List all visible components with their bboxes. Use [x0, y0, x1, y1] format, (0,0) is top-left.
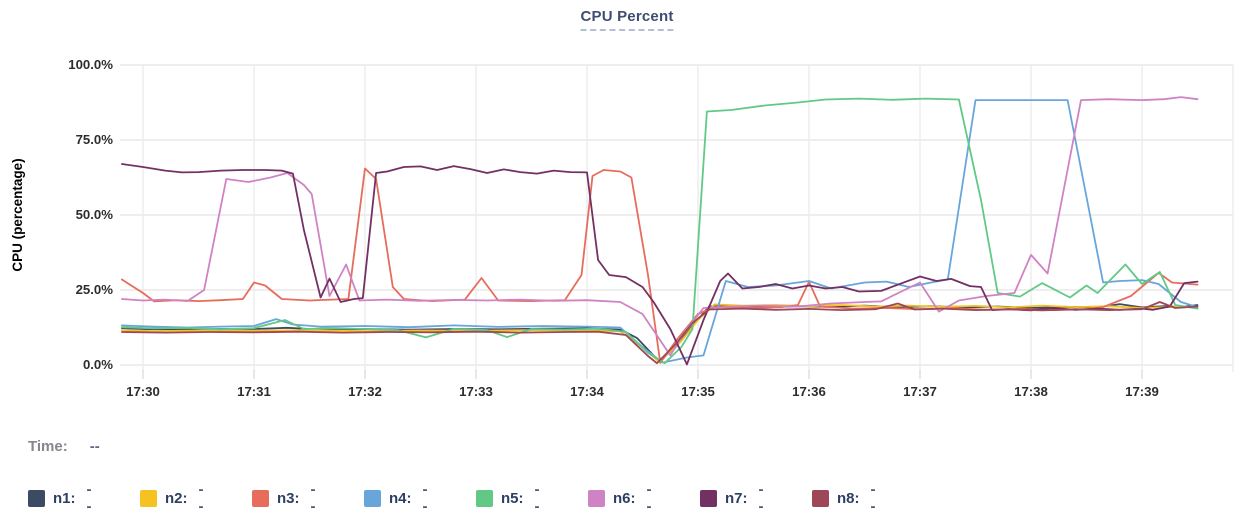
time-label: Time:: [28, 438, 68, 455]
n6-color-swatch-icon: [588, 489, 605, 507]
legend-label: n8:: [837, 489, 860, 507]
y-tick-label: 25.0%: [75, 282, 113, 297]
legend-value: --: [758, 481, 764, 515]
horizontal-gridlines: [120, 64, 1233, 366]
x-tick-label: 17:36: [792, 384, 826, 399]
legend-label: n3:: [277, 489, 300, 507]
legend-item-n8[interactable]: n8: --: [812, 481, 876, 515]
legend-value: --: [646, 481, 652, 515]
legend-label: n2:: [165, 489, 188, 507]
legend-value: --: [422, 481, 428, 515]
legend-label: n4:: [389, 489, 412, 507]
legend-item-n5[interactable]: n5: --: [476, 481, 540, 515]
legend-item-n2[interactable]: n2: --: [140, 481, 204, 515]
series-line-n7: [121, 163, 1199, 366]
series-line-n8: [121, 301, 1199, 365]
cpu-percent-chart: [120, 64, 1234, 379]
n3-color-swatch-icon: [252, 489, 269, 507]
series-line-n6: [121, 96, 1199, 357]
legend-value: --: [86, 481, 92, 515]
x-tick-label: 17:38: [1014, 384, 1048, 399]
x-tick-label: 17:39: [1125, 384, 1159, 399]
legend-value: --: [310, 481, 316, 515]
n7-color-swatch-icon: [700, 489, 717, 507]
legend-item-n6[interactable]: n6: --: [588, 481, 652, 515]
series-lines: [121, 96, 1199, 366]
legend-label: n7:: [725, 489, 748, 507]
legend-value: --: [198, 481, 204, 515]
y-tick-label: 0.0%: [82, 357, 113, 372]
x-axis-tick-marks: [142, 370, 1143, 379]
time-value: --: [89, 438, 100, 455]
n2-color-swatch-icon: [140, 489, 157, 507]
legend-item-n3[interactable]: n3: --: [252, 481, 316, 515]
series-line-n2: [121, 303, 1199, 363]
x-tick-label: 17:31: [237, 384, 271, 399]
n1-color-swatch-icon: [28, 489, 45, 507]
legend-item-n1[interactable]: n1: --: [28, 481, 92, 515]
n5-color-swatch-icon: [476, 489, 493, 507]
x-tick-label: 17:37: [903, 384, 937, 399]
legend-item-n4[interactable]: n4: --: [364, 481, 428, 515]
legend-value: --: [534, 481, 540, 515]
x-tick-label: 17:30: [126, 384, 160, 399]
series-line-n5: [121, 97, 1199, 365]
legend-label: n1:: [53, 489, 76, 507]
x-tick-label: 17:33: [459, 384, 493, 399]
time-readout: Time: --: [28, 438, 100, 455]
legend-label: n6:: [613, 489, 636, 507]
legend-value: --: [870, 481, 876, 515]
y-tick-label: 75.0%: [75, 132, 113, 147]
series-line-n3: [121, 167, 1199, 364]
legend-label: n5:: [501, 489, 524, 507]
x-tick-label: 17:32: [348, 384, 382, 399]
x-tick-label: 17:34: [570, 384, 604, 399]
y-tick-label: 50.0%: [75, 207, 113, 222]
n8-color-swatch-icon: [812, 489, 829, 507]
x-tick-label: 17:35: [681, 384, 715, 399]
page-title[interactable]: CPU Percent: [580, 8, 674, 31]
y-tick-label: 100.0%: [68, 57, 113, 72]
n4-color-swatch-icon: [364, 489, 381, 507]
legend-item-n7[interactable]: n7: --: [700, 481, 764, 515]
